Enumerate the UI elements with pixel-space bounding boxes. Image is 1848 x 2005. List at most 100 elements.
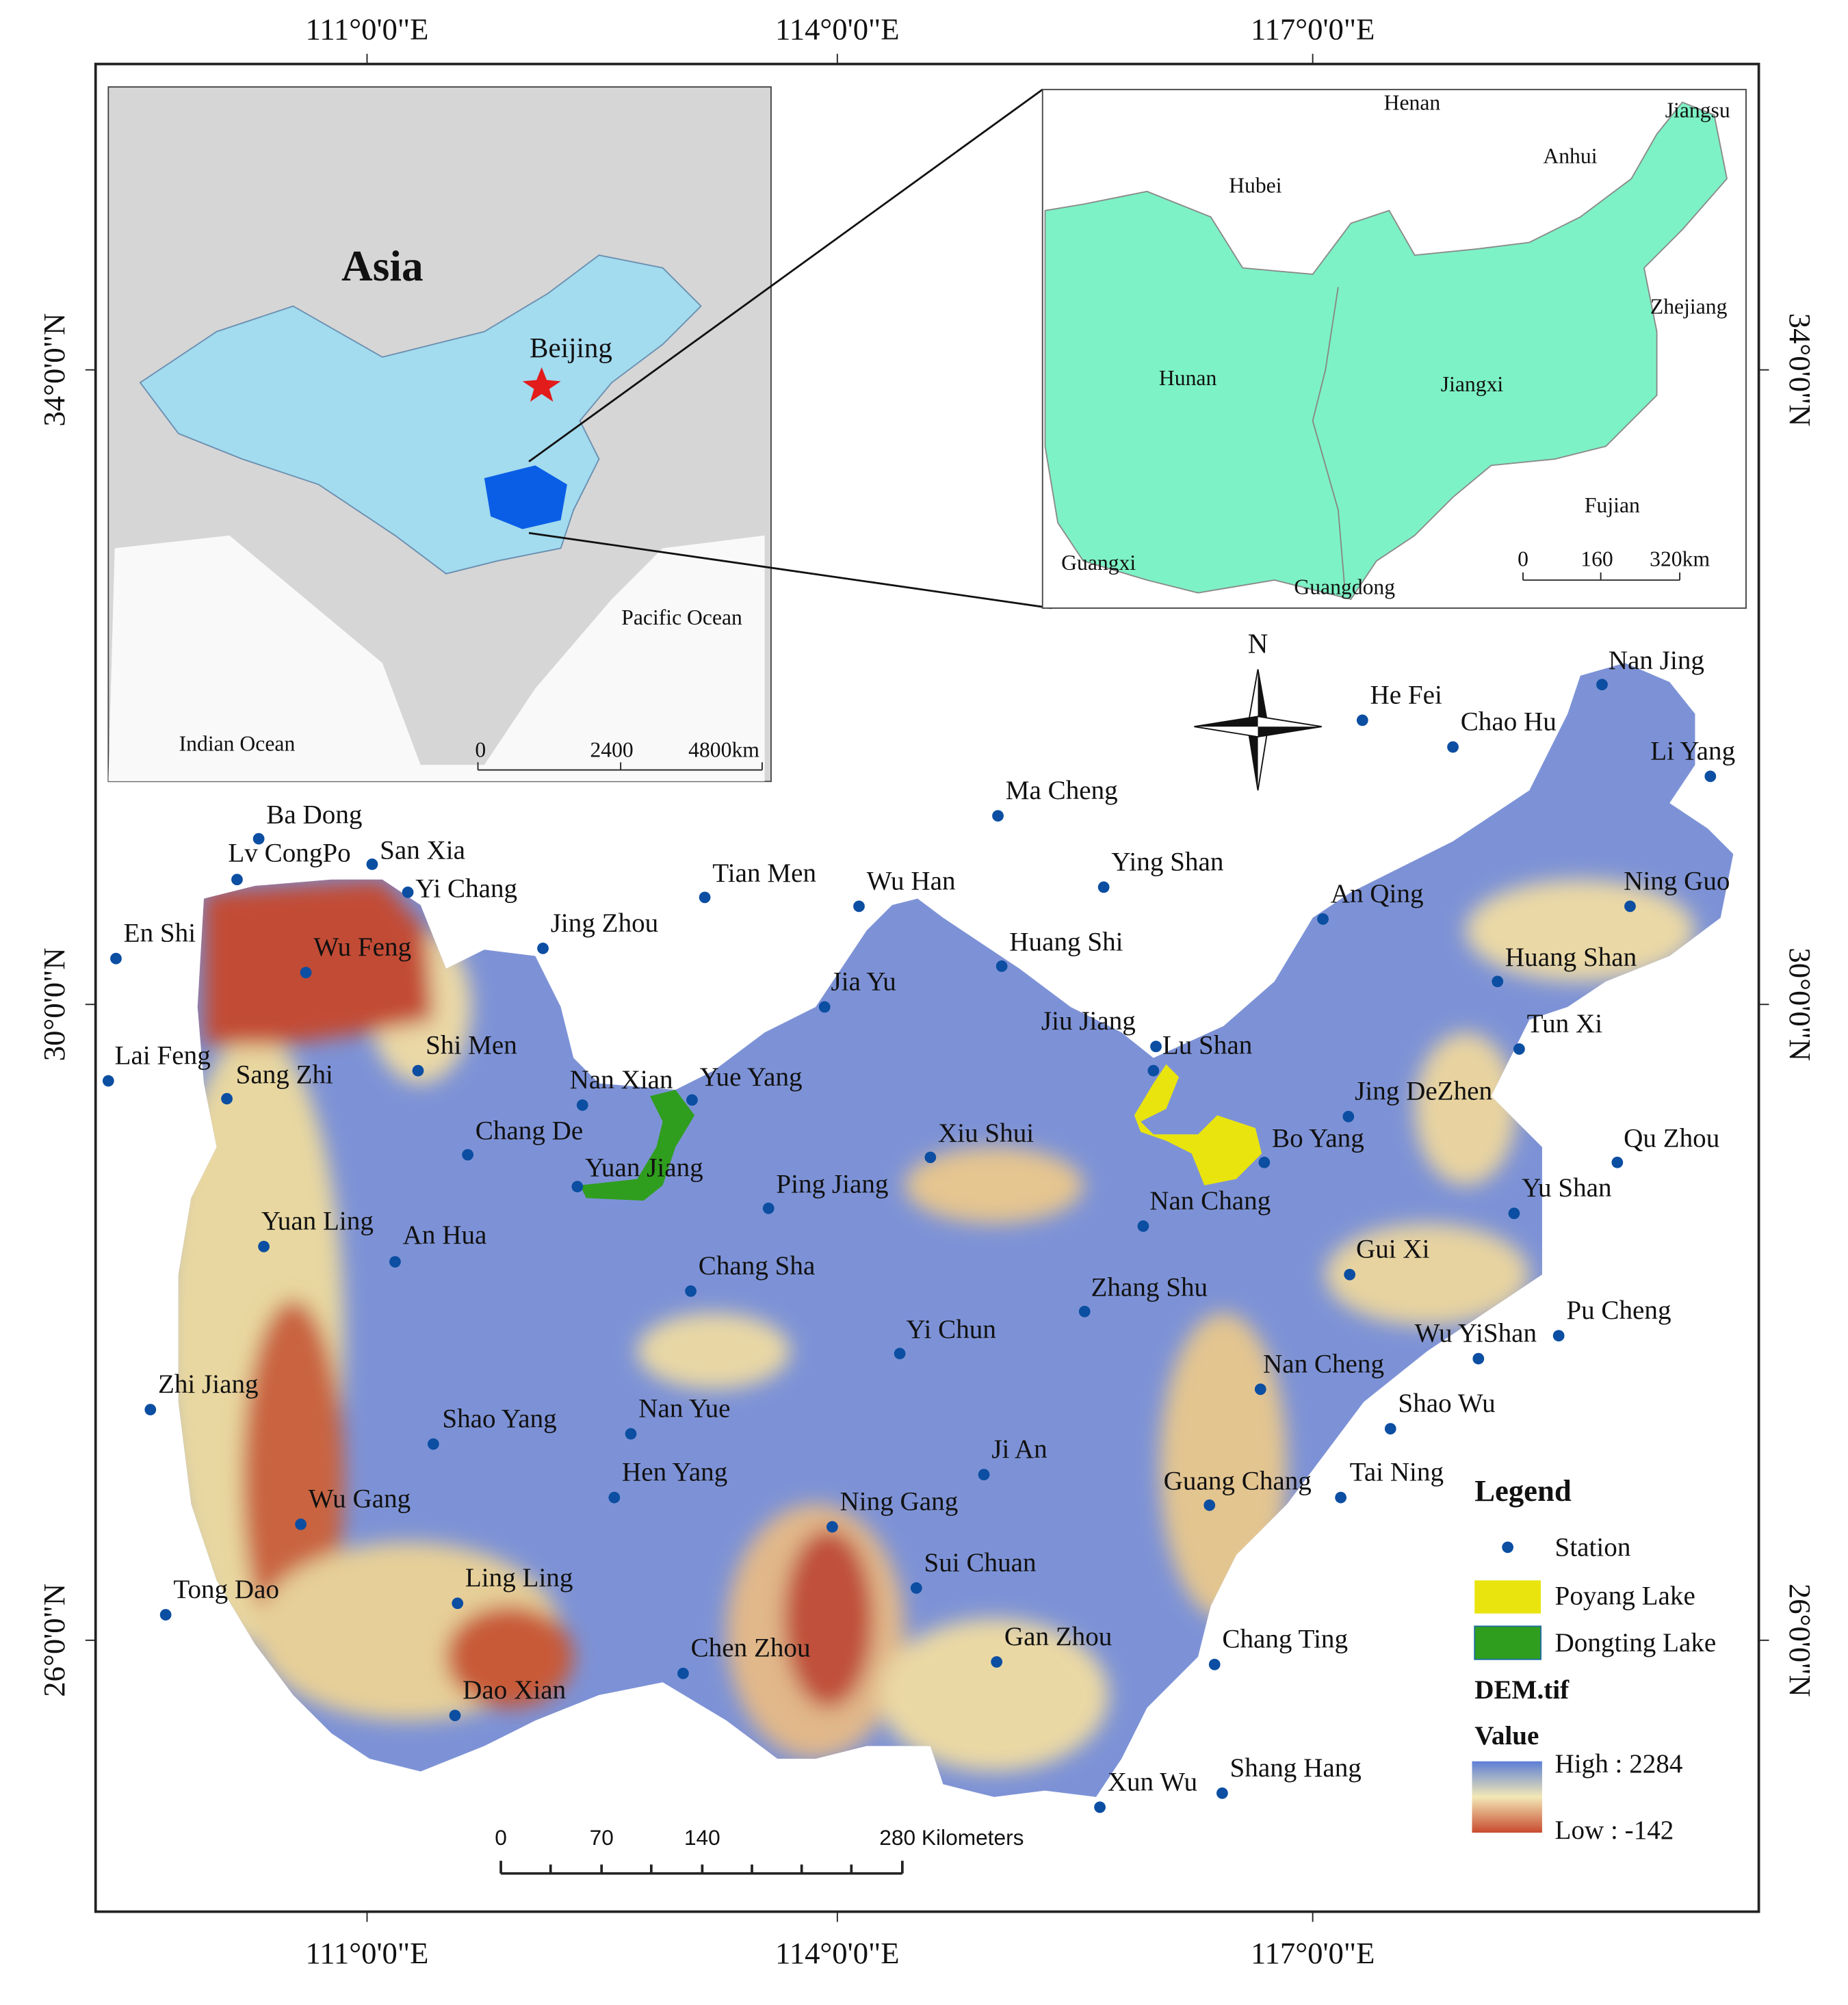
station-dot: [1447, 741, 1459, 753]
zoom-line: [528, 88, 1043, 462]
station-dot: [252, 833, 265, 845]
station-label: Lai Feng: [115, 1040, 211, 1070]
longitude-label: 117°0'0"E: [1251, 12, 1375, 46]
scale-bar: 0 70 140 280 Kilometers: [495, 1825, 1024, 1875]
station-label: Nan Chang: [1149, 1186, 1271, 1216]
scale-label: 140: [684, 1825, 720, 1850]
station-dot: [1342, 1110, 1355, 1123]
station-dot: [1596, 679, 1608, 691]
station-label: Ma Cheng: [1006, 776, 1118, 805]
station-dot: [366, 859, 378, 870]
dongting-lake: [580, 1090, 695, 1201]
station-dot: [462, 1149, 474, 1161]
longitude-label: 114°0'0"E: [775, 12, 900, 46]
station-label: Xiu Shui: [938, 1118, 1034, 1148]
station-label: Yi Chang: [415, 874, 517, 903]
longitude-label: 111°0'0"E: [306, 12, 429, 46]
station-dot: [576, 1099, 588, 1111]
station-label: Zhang Shu: [1091, 1273, 1208, 1302]
station-label: En Shi: [124, 919, 196, 948]
station-dot: [1147, 1064, 1160, 1077]
station-label: Huang Shan: [1505, 943, 1637, 972]
station-dot: [144, 1404, 157, 1416]
station-label: Xun Wu: [1108, 1767, 1197, 1796]
station-dot: [221, 1092, 233, 1105]
station-dot: [995, 960, 1008, 972]
province-shape: [1044, 101, 1728, 600]
inset-label: Pacific Ocean: [621, 605, 742, 629]
inset-label: Beijing: [530, 332, 612, 363]
station-label: Bo Yang: [1272, 1124, 1364, 1153]
inset-label: Jiangxi: [1441, 372, 1504, 396]
station-label: Lv CongPo: [228, 838, 350, 867]
station-dot: [571, 1181, 584, 1193]
latitude-label: 30°0'0"N: [1783, 947, 1817, 1061]
station-label: Tun Xi: [1527, 1009, 1603, 1038]
station-dot: [992, 810, 1004, 822]
station-dot: [295, 1518, 307, 1530]
station-label: Ba Dong: [266, 800, 362, 829]
inset-label: Henan: [1384, 90, 1441, 114]
station-dot: [625, 1428, 637, 1440]
station-dot: [102, 1075, 114, 1087]
station-dot: [537, 942, 549, 954]
scale-label: 280 Kilometers: [879, 1825, 1024, 1850]
station-dot: [894, 1348, 906, 1360]
station-label: Sang Zhi: [236, 1060, 333, 1089]
zoom-line: [528, 532, 1052, 610]
station-dot: [1317, 913, 1329, 925]
station-label: Chang Ting: [1222, 1625, 1348, 1654]
station-label: Tong Dao: [173, 1575, 279, 1604]
station-label: Gui Xi: [1356, 1235, 1430, 1264]
inset-label: Anhui: [1543, 144, 1597, 168]
station-dot: [978, 1469, 990, 1481]
legend-label: High : 2284: [1555, 1749, 1683, 1779]
station-label: Guang Chang: [1164, 1467, 1312, 1496]
station-dot: [427, 1438, 439, 1450]
asia-label: Asia: [341, 242, 424, 290]
station-dot: [686, 1094, 698, 1106]
station-dot: [853, 900, 865, 913]
station-dot: [1492, 975, 1504, 988]
station-dot: [110, 952, 122, 965]
station-label: He Fei: [1370, 680, 1442, 709]
station-label: Sui Chuan: [924, 1548, 1036, 1577]
station-label: Pu Cheng: [1566, 1296, 1671, 1325]
station-label: Yi Chun: [906, 1315, 995, 1344]
station-dot: [1624, 900, 1636, 913]
station-label: Ling Ling: [465, 1563, 573, 1593]
scale-label: 0: [475, 738, 486, 762]
scale-label: 2400: [590, 738, 633, 762]
station-label: Chang Sha: [699, 1251, 816, 1281]
station-dot: [762, 1202, 775, 1214]
station-label: Tian Men: [712, 859, 816, 888]
station-label: Jiu Jiang: [1041, 1006, 1136, 1036]
station-label: Jia Yu: [831, 967, 896, 996]
scale-label: 4800km: [688, 738, 759, 762]
station-label: Qu Zhou: [1624, 1124, 1719, 1153]
station-dot: [1094, 1801, 1106, 1813]
station-label: Ping Jiang: [776, 1170, 888, 1199]
poyang-lake: [1134, 1064, 1262, 1185]
station-label: Wu Han: [867, 866, 956, 895]
station-label: Hen Yang: [622, 1458, 727, 1487]
station-dot: [1137, 1220, 1149, 1232]
station-dot: [449, 1709, 461, 1722]
longitude-label: 111°0'0"E: [306, 1936, 429, 1970]
station-dot: [159, 1609, 172, 1621]
station-dot: [1078, 1305, 1091, 1318]
north-label: N: [1248, 627, 1268, 659]
inset-asia: Asia Beijing Pacific Ocean Indian Ocean …: [107, 86, 772, 783]
station-dot: [231, 874, 243, 886]
station-label: Yue Yang: [700, 1062, 803, 1092]
scale-label: 320km: [1650, 547, 1710, 571]
legend-label: Station: [1555, 1533, 1631, 1562]
longitude-label: 117°0'0"E: [1251, 1936, 1375, 1970]
latitude-label: 26°0'0"N: [1783, 1584, 1817, 1697]
station-dot: [1356, 714, 1368, 726]
stations: Nan Jing He Fei Chao Hu Li Yang Ma Cheng Ying…: [102, 646, 1735, 1813]
station-dot: [826, 1521, 838, 1533]
station-label: Jing DeZhen: [1355, 1077, 1492, 1106]
station-label: Shao Wu: [1398, 1389, 1495, 1418]
station-label: Dao Xian: [463, 1675, 566, 1705]
